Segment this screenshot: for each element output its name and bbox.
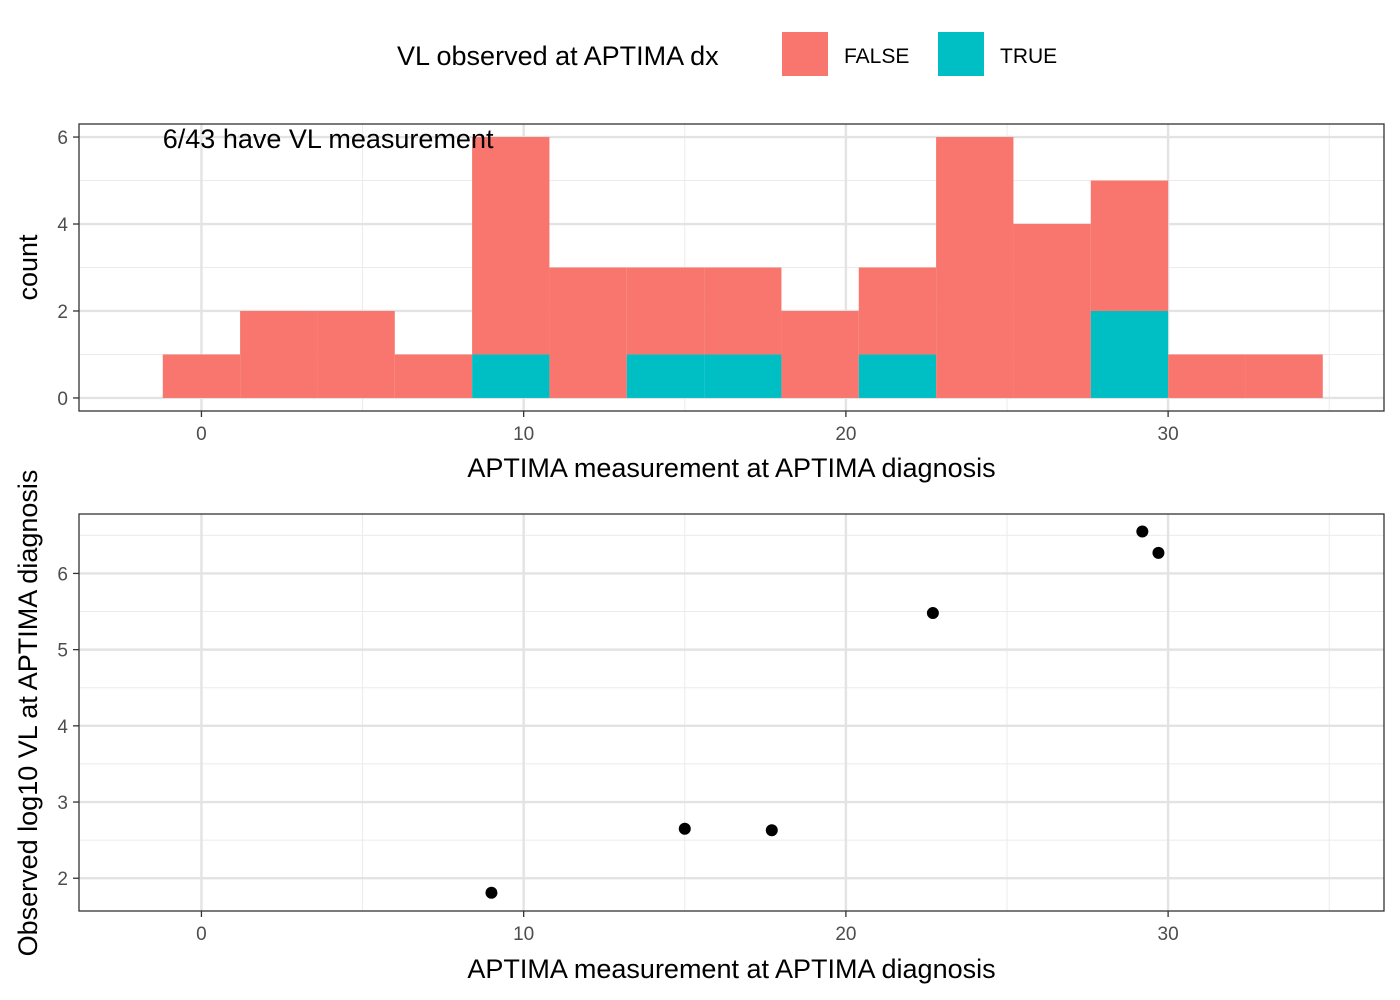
scatter-y-tick-label: 3 [57,793,68,814]
scatter-point [1136,525,1149,538]
histogram-bar-false [936,137,1014,398]
scatter-plot-background [79,514,1384,911]
histogram-bar-false [240,310,318,398]
scatter-point [1152,546,1165,559]
legend-swatch-true [938,32,984,76]
scatter-x-axis-title: APTIMA measurement at APTIMA diagnosis [467,954,995,984]
scatter-point [678,822,691,835]
scatter-points [485,525,1165,899]
histogram-bar-false [1013,224,1091,398]
scatter-x-axis: 0 10 20 30 [196,911,1179,945]
scatter-point [765,824,778,837]
legend-swatch-false [782,32,828,76]
histogram-bar-false [704,267,782,355]
histogram-x-tick-label: 0 [196,424,207,445]
scatter-point [926,607,939,620]
scatter-panel: 0 10 20 30 2 3 4 5 6 APTIMA measurement at APTI… [13,470,1385,984]
histogram-bar-false [317,310,395,398]
histogram-x-tick-label: 10 [513,424,534,445]
histogram-bar-false [1090,180,1169,311]
histogram-y-axis: 0 2 4 6 [57,128,79,410]
histogram-bar-true [626,354,705,398]
histogram-annotation: 6/43 have VL measurement [163,124,494,154]
histogram-y-tick-label: 0 [57,389,68,410]
histogram-y-axis-title: count [13,234,43,301]
histogram-bar-false [626,267,705,355]
histogram-bar-false [781,310,859,398]
scatter-gridlines [79,514,1384,911]
histogram-panel: 6/43 have VL measurement 0 10 20 30 0 2 4 6 AP… [13,123,1385,483]
legend-label-false: FALSE [844,45,909,68]
legend: VL observed at APTIMA dx FALSE TRUE [397,32,1057,76]
histogram-x-tick-label: 30 [1158,424,1179,445]
histogram-bar-false [1168,354,1246,398]
scatter-y-tick-label: 6 [57,564,68,585]
scatter-y-axis: 2 3 4 5 6 [57,564,79,890]
scatter-point [485,886,498,899]
scatter-y-axis-title: Observed log10 VL at APTIMA diagnosis [13,470,43,957]
histogram-bar-false [162,354,241,398]
scatter-y-tick-label: 4 [57,717,68,738]
scatter-y-tick-label: 5 [57,641,68,662]
legend-title: VL observed at APTIMA dx [397,41,719,71]
histogram-bar-false [549,267,627,398]
scatter-y-tick-label: 2 [57,869,68,890]
histogram-y-tick-label: 4 [57,215,68,236]
histogram-bar-true [704,354,782,398]
histogram-x-axis: 0 10 20 30 [196,411,1179,445]
histogram-bar-true [858,354,937,398]
scatter-x-tick-label: 0 [196,924,207,945]
histogram-panel-border [78,123,1385,412]
histogram-bar-false [472,137,550,355]
histogram-bar-true [1090,310,1169,398]
histogram-bar-false [394,354,473,398]
scatter-x-tick-label: 20 [835,924,856,945]
histogram-bars [162,137,1323,398]
legend-label-true: TRUE [1000,45,1057,68]
scatter-x-tick-label: 10 [513,924,534,945]
histogram-bar-true [472,354,550,398]
scatter-x-tick-label: 30 [1158,924,1179,945]
histogram-bar-false [858,267,937,355]
histogram-y-tick-label: 6 [57,128,68,149]
histogram-y-tick-label: 2 [57,302,68,323]
scatter-panel-border [78,513,1385,912]
histogram-x-tick-label: 20 [835,424,856,445]
histogram-x-axis-title: APTIMA measurement at APTIMA diagnosis [467,453,995,483]
histogram-bar-false [1245,354,1323,398]
